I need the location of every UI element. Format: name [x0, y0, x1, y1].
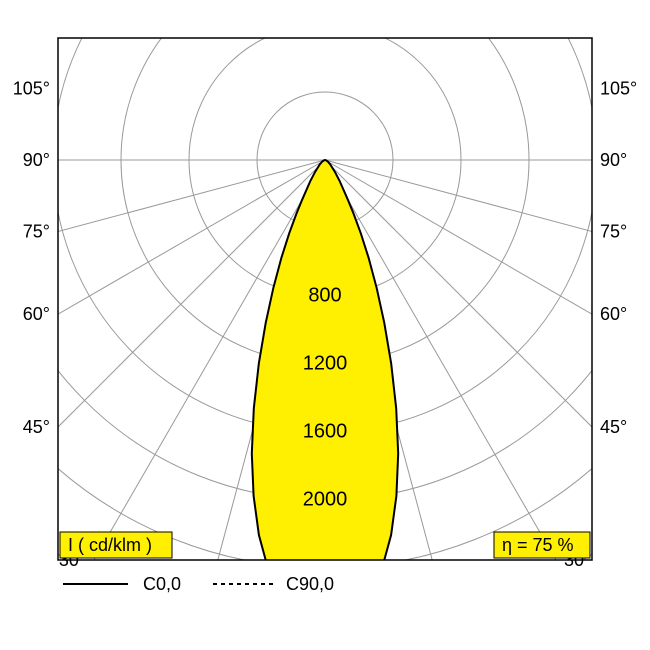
svg-text:2000: 2000 [303, 488, 348, 510]
svg-text:75°: 75° [23, 222, 50, 242]
c90-label: C90,0 [286, 574, 334, 594]
svg-text:60°: 60° [23, 304, 50, 324]
svg-text:60°: 60° [600, 304, 627, 324]
polar-chart-svg: 8001200160020002400 105°105°90°90°75°75°… [0, 0, 650, 650]
units-legend-box: I ( cd/klm ) [60, 532, 172, 558]
polar-chart-container: 8001200160020002400 105°105°90°90°75°75°… [0, 0, 650, 650]
efficiency-legend-box: η = 75 % [494, 532, 590, 558]
series-legend: C0,0 C90,0 [63, 574, 334, 594]
svg-text:45°: 45° [600, 417, 627, 437]
svg-text:105°: 105° [600, 78, 637, 98]
units-label: I ( cd/klm ) [68, 535, 152, 555]
c0-label: C0,0 [143, 574, 181, 594]
svg-text:90°: 90° [23, 150, 50, 170]
svg-text:75°: 75° [600, 222, 627, 242]
svg-text:105°: 105° [13, 78, 50, 98]
svg-text:1600: 1600 [303, 420, 348, 442]
svg-text:90°: 90° [600, 150, 627, 170]
efficiency-label: η = 75 % [502, 535, 574, 555]
svg-text:800: 800 [308, 284, 341, 306]
svg-text:45°: 45° [23, 417, 50, 437]
svg-text:1200: 1200 [303, 352, 348, 374]
